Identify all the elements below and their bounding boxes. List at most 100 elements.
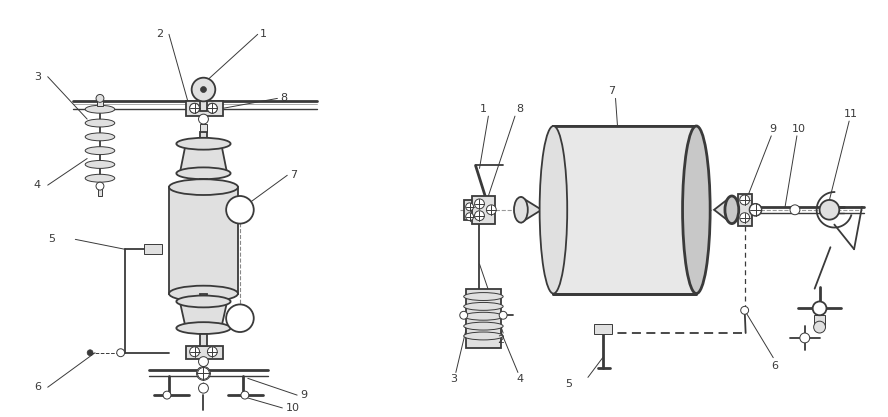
Bar — [200, 132, 208, 144]
Text: 2: 2 — [497, 335, 504, 345]
Bar — [98, 188, 102, 196]
Bar — [200, 294, 208, 301]
Ellipse shape — [464, 293, 503, 301]
Text: 1: 1 — [480, 104, 487, 114]
Polygon shape — [179, 144, 227, 173]
Circle shape — [465, 203, 473, 211]
Bar — [200, 124, 208, 132]
Ellipse shape — [464, 322, 503, 330]
Circle shape — [740, 213, 749, 223]
Polygon shape — [521, 197, 542, 223]
Text: 5: 5 — [565, 379, 572, 389]
Ellipse shape — [683, 126, 710, 294]
Ellipse shape — [85, 106, 115, 113]
Bar — [97, 101, 103, 106]
Polygon shape — [714, 196, 732, 224]
Text: 4: 4 — [34, 180, 41, 190]
Circle shape — [196, 367, 210, 380]
Bar — [200, 101, 208, 111]
Circle shape — [199, 114, 209, 124]
Circle shape — [813, 301, 827, 315]
Circle shape — [474, 199, 485, 209]
Text: 1: 1 — [259, 29, 266, 39]
Circle shape — [499, 311, 507, 319]
Bar — [472, 196, 496, 224]
Ellipse shape — [169, 179, 238, 195]
Text: 9: 9 — [300, 390, 307, 400]
Circle shape — [740, 195, 749, 205]
Circle shape — [208, 347, 218, 357]
Circle shape — [474, 211, 485, 221]
Circle shape — [163, 391, 171, 399]
Circle shape — [96, 95, 104, 102]
Ellipse shape — [85, 161, 115, 168]
Circle shape — [208, 103, 218, 113]
Circle shape — [749, 204, 761, 216]
Text: 8: 8 — [281, 93, 288, 103]
Circle shape — [820, 200, 839, 220]
Circle shape — [199, 357, 209, 367]
Circle shape — [190, 347, 200, 357]
Text: 11: 11 — [844, 109, 858, 119]
Circle shape — [199, 383, 209, 393]
Ellipse shape — [85, 147, 115, 155]
Circle shape — [741, 306, 749, 314]
Ellipse shape — [464, 312, 503, 320]
Ellipse shape — [177, 296, 231, 307]
Text: 6: 6 — [34, 382, 41, 392]
Text: 3: 3 — [34, 72, 41, 82]
Circle shape — [208, 103, 218, 113]
Bar — [200, 179, 208, 187]
Text: 2: 2 — [156, 29, 163, 39]
Ellipse shape — [177, 322, 231, 334]
Circle shape — [201, 87, 206, 93]
Circle shape — [226, 304, 254, 332]
Bar — [553, 126, 696, 294]
Bar — [813, 315, 826, 327]
Text: 4: 4 — [516, 374, 523, 384]
Text: 5: 5 — [48, 234, 55, 244]
Ellipse shape — [464, 332, 503, 340]
Text: 3: 3 — [450, 374, 457, 384]
Text: 8: 8 — [516, 104, 523, 114]
Circle shape — [749, 204, 761, 216]
Ellipse shape — [85, 174, 115, 182]
Circle shape — [226, 196, 254, 224]
Bar — [594, 324, 612, 334]
Circle shape — [116, 349, 124, 357]
Circle shape — [197, 367, 210, 379]
Text: 6: 6 — [772, 361, 779, 371]
Ellipse shape — [514, 197, 527, 223]
Ellipse shape — [85, 133, 115, 141]
Bar — [186, 346, 223, 359]
Text: 10: 10 — [286, 403, 300, 413]
Circle shape — [487, 205, 496, 215]
Ellipse shape — [464, 302, 503, 310]
Text: 7: 7 — [608, 86, 615, 96]
Ellipse shape — [540, 126, 567, 294]
Ellipse shape — [177, 167, 231, 179]
Ellipse shape — [177, 138, 231, 150]
Ellipse shape — [725, 196, 739, 224]
Polygon shape — [179, 301, 227, 328]
Circle shape — [87, 350, 93, 356]
Bar — [200, 334, 208, 346]
Text: 7: 7 — [290, 170, 297, 180]
Circle shape — [790, 205, 800, 215]
Bar — [464, 200, 476, 220]
Circle shape — [465, 213, 473, 221]
Circle shape — [813, 321, 826, 333]
Circle shape — [192, 78, 215, 101]
Text: 10: 10 — [792, 124, 806, 134]
Bar — [738, 194, 751, 226]
Bar — [145, 244, 163, 254]
Bar — [465, 289, 501, 348]
Circle shape — [460, 311, 468, 319]
Ellipse shape — [85, 119, 115, 127]
Circle shape — [190, 103, 200, 113]
Circle shape — [241, 391, 249, 399]
Bar — [169, 187, 238, 294]
Circle shape — [800, 333, 810, 343]
Circle shape — [96, 182, 104, 190]
Ellipse shape — [169, 286, 238, 301]
